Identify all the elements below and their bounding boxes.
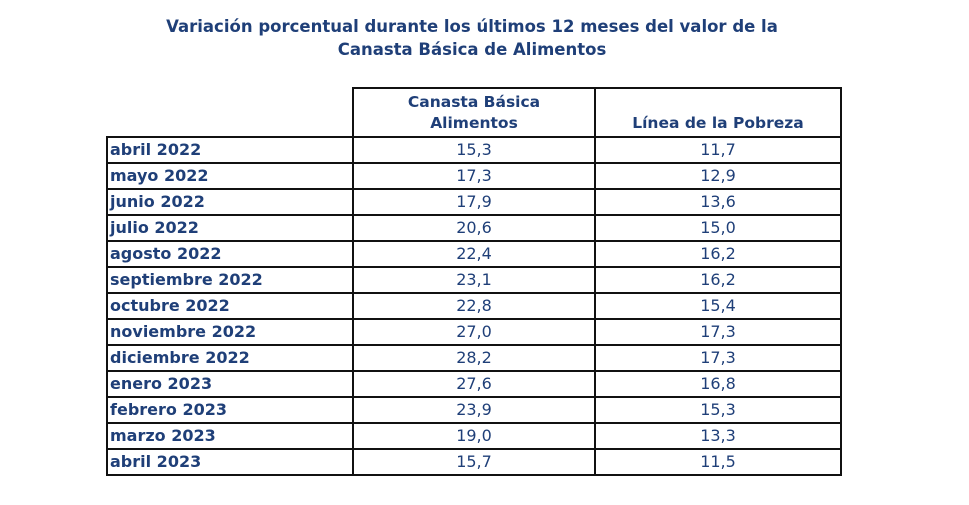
header-row: Canasta Básica Alimentos Línea de la Pob…	[107, 87, 842, 138]
linea-pobreza-value: 12,9	[594, 162, 842, 190]
title-line-1: Variación porcentual durante los últimos…	[166, 17, 778, 36]
row-label: agosto 2022	[106, 240, 354, 268]
linea-pobreza-value: 15,4	[594, 292, 842, 320]
row-label: septiembre 2022	[106, 266, 354, 294]
linea-pobreza-value: 13,3	[594, 422, 842, 450]
row-label: mayo 2022	[106, 162, 354, 190]
title-line-2: Canasta Básica de Alimentos	[337, 40, 607, 59]
canasta-basica-value: 15,3	[352, 136, 596, 164]
row-label: marzo 2023	[106, 422, 354, 450]
canasta-basica-value: 28,2	[352, 344, 596, 372]
linea-pobreza-value: 17,3	[594, 344, 842, 372]
table-row: febrero 2023 23,9 15,3	[106, 396, 842, 424]
table-row: noviembre 2022 27,0 17,3	[106, 318, 842, 346]
row-label: octubre 2022	[106, 292, 354, 320]
linea-pobreza-value: 15,0	[594, 214, 842, 242]
table-row: diciembre 2022 28,2 17,3	[106, 344, 842, 372]
table-title: Variación porcentual durante los últimos…	[0, 15, 944, 61]
header-linea-pobreza: Línea de la Pobreza	[594, 87, 842, 138]
canasta-basica-value: 19,0	[352, 422, 596, 450]
header-pobreza-line-1: Línea de la Pobreza	[632, 114, 804, 132]
linea-pobreza-value: 13,6	[594, 188, 842, 216]
table-row: mayo 2022 17,3 12,9	[106, 162, 842, 190]
row-label: diciembre 2022	[106, 344, 354, 372]
table-row: agosto 2022 22,4 16,2	[106, 240, 842, 268]
header-canasta-line-2: Alimentos	[430, 114, 518, 132]
linea-pobreza-value: 11,7	[594, 136, 842, 164]
canasta-basica-value: 22,8	[352, 292, 596, 320]
header-canasta-line-1: Canasta Básica	[407, 93, 541, 111]
canasta-basica-value: 17,9	[352, 188, 596, 216]
table-row: enero 2023 27,6 16,8	[106, 370, 842, 398]
table-row: junio 2022 17,9 13,6	[106, 188, 842, 216]
canasta-basica-value: 23,9	[352, 396, 596, 424]
table-row: septiembre 2022 23,1 16,2	[106, 266, 842, 294]
row-label: abril 2023	[106, 448, 354, 476]
linea-pobreza-value: 17,3	[594, 318, 842, 346]
data-table: Canasta Básica Alimentos Línea de la Pob…	[106, 87, 842, 476]
row-label: julio 2022	[106, 214, 354, 242]
row-label: junio 2022	[106, 188, 354, 216]
row-label: enero 2023	[106, 370, 354, 398]
table-row: julio 2022 20,6 15,0	[106, 214, 842, 242]
row-label: abril 2022	[106, 136, 354, 164]
table-row: marzo 2023 19,0 13,3	[106, 422, 842, 450]
canasta-basica-value: 17,3	[352, 162, 596, 190]
linea-pobreza-value: 11,5	[594, 448, 842, 476]
table-row: abril 2023 15,7 11,5	[106, 448, 842, 476]
canasta-basica-value: 27,0	[352, 318, 596, 346]
canasta-basica-value: 20,6	[352, 214, 596, 242]
row-label: febrero 2023	[106, 396, 354, 424]
header-blank	[107, 88, 354, 138]
linea-pobreza-value: 16,2	[594, 266, 842, 294]
canasta-basica-value: 27,6	[352, 370, 596, 398]
linea-pobreza-value: 15,3	[594, 396, 842, 424]
canasta-basica-value: 15,7	[352, 448, 596, 476]
canasta-basica-value: 22,4	[352, 240, 596, 268]
header-canasta-basica: Canasta Básica Alimentos	[352, 87, 596, 138]
linea-pobreza-value: 16,8	[594, 370, 842, 398]
table-row: abril 2022 15,3 11,7	[106, 136, 842, 164]
row-label: noviembre 2022	[106, 318, 354, 346]
canasta-basica-value: 23,1	[352, 266, 596, 294]
table-row: octubre 2022 22,8 15,4	[106, 292, 842, 320]
linea-pobreza-value: 16,2	[594, 240, 842, 268]
